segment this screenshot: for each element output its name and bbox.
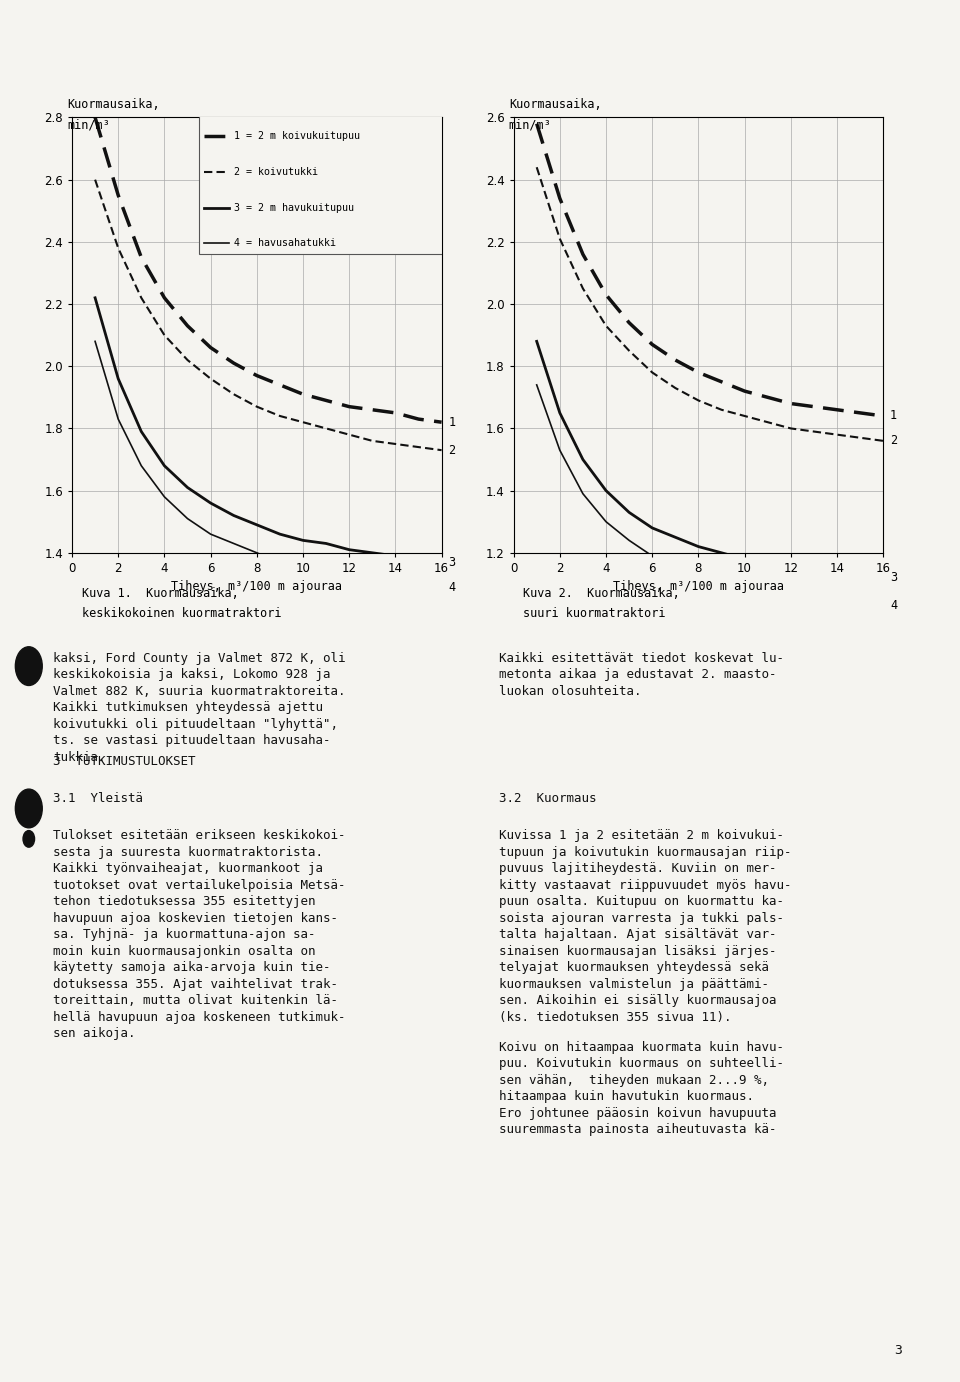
Text: Koivu on hitaampaa kuormata kuin havu-
puu. Koivutukin kuormaus on suhteelli-
se: Koivu on hitaampaa kuormata kuin havu- p…: [499, 1041, 784, 1136]
Text: min/m³: min/m³: [67, 119, 110, 131]
Text: Kuva 2.  Kuormausaika,: Kuva 2. Kuormausaika,: [523, 587, 680, 600]
Text: 3: 3: [890, 571, 898, 585]
Text: 2: 2: [890, 434, 898, 448]
Text: keskikokoinen kuormatraktori: keskikokoinen kuormatraktori: [82, 607, 281, 619]
Text: 3 = 2 m havukuitupuu: 3 = 2 m havukuitupuu: [233, 203, 353, 213]
Text: min/m³: min/m³: [509, 119, 552, 131]
Text: kaksi, Ford County ja Valmet 872 K, oli
keskikokoisia ja kaksi, Lokomo 928 ja
Va: kaksi, Ford County ja Valmet 872 K, oli …: [53, 652, 346, 764]
Text: 4: 4: [890, 600, 898, 612]
Text: 4: 4: [448, 580, 456, 593]
Text: 3  TUTKIMUSTULOKSET: 3 TUTKIMUSTULOKSET: [53, 755, 195, 767]
X-axis label: Tiheys, m³/100 m ajouraa: Tiheys, m³/100 m ajouraa: [171, 580, 343, 593]
Text: Kuva 1.  Kuormausaika,: Kuva 1. Kuormausaika,: [82, 587, 238, 600]
Text: 1: 1: [890, 409, 898, 423]
Text: Kuvissa 1 ja 2 esitetään 2 m koivukui-
tupuun ja koivutukin kuormausajan riip-
p: Kuvissa 1 ja 2 esitetään 2 m koivukui- t…: [499, 829, 792, 1024]
Bar: [199, 108, 442, 254]
X-axis label: Tiheys, m³/100 m ajouraa: Tiheys, m³/100 m ajouraa: [612, 580, 784, 593]
Text: 1 = 2 m koivukuitupuu: 1 = 2 m koivukuitupuu: [233, 131, 360, 141]
Text: suuri kuormatraktori: suuri kuormatraktori: [523, 607, 665, 619]
Text: 4 = havusahatukki: 4 = havusahatukki: [233, 239, 336, 249]
Text: Kaikki esitettävät tiedot koskevat lu-
metonta aikaa ja edustavat 2. maasto-
luo: Kaikki esitettävät tiedot koskevat lu- m…: [499, 652, 784, 698]
Text: Tulokset esitetään erikseen keskikokoi-
sesta ja suuresta kuormatraktorista.
Kai: Tulokset esitetään erikseen keskikokoi- …: [53, 829, 346, 1041]
Text: 2 = koivutukki: 2 = koivutukki: [233, 167, 318, 177]
Text: Kuormausaika,: Kuormausaika,: [67, 98, 159, 111]
Text: 2: 2: [448, 444, 456, 456]
Text: Kuormausaika,: Kuormausaika,: [509, 98, 601, 111]
Text: 3.2  Kuormaus: 3.2 Kuormaus: [499, 792, 597, 804]
Text: 3: 3: [448, 556, 456, 568]
Text: 1: 1: [448, 416, 456, 428]
Text: 3: 3: [895, 1345, 902, 1357]
Text: 3.1  Yleistä: 3.1 Yleistä: [53, 792, 143, 804]
